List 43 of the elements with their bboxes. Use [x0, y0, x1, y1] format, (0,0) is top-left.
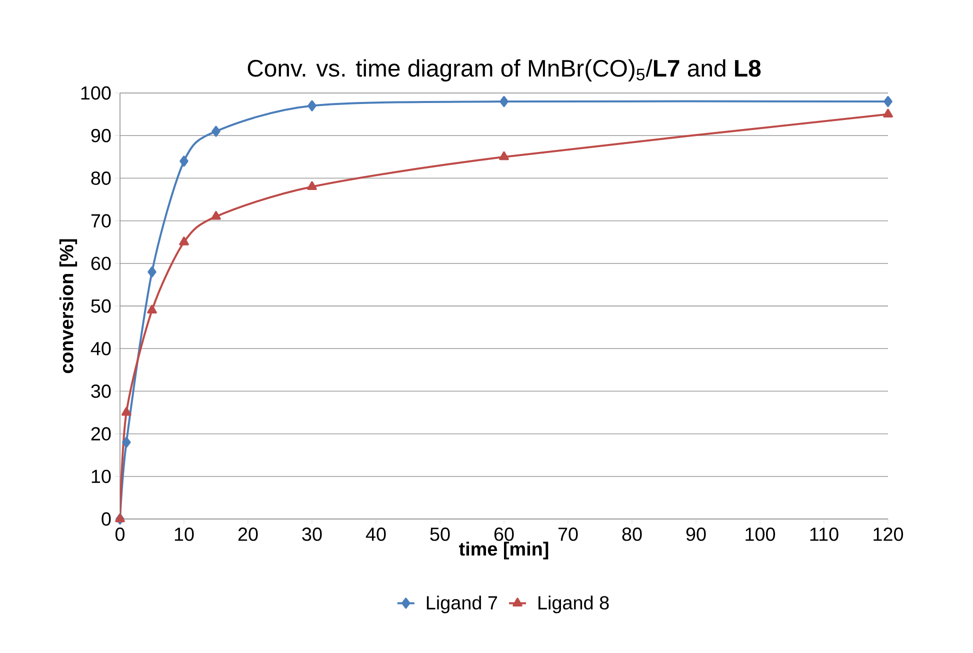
x-tick-label: 120: [874, 528, 904, 541]
x-tick-label: 100: [746, 528, 776, 541]
point: [180, 156, 188, 167]
x-tick-label: 50: [430, 528, 450, 541]
y-tick-label: 40: [90, 342, 111, 356]
y-tick-label: 100: [81, 86, 111, 100]
x-tick-label: 40: [366, 528, 386, 541]
point: [883, 108, 893, 118]
point: [179, 236, 189, 246]
chart-title: Conv. vs. time diagram of MnBr(CO)$_{5}$/L7 and L8: [248, 59, 761, 82]
x-tick-label: 60: [494, 528, 514, 541]
y-tick-label: 0: [102, 512, 111, 526]
y-tick-label: 60: [91, 256, 111, 270]
y-tick-label: 90: [91, 128, 111, 142]
x-tick-label: 80: [622, 528, 642, 541]
x-tick-label: 20: [238, 528, 258, 541]
point: [122, 407, 132, 416]
point: [500, 96, 508, 108]
point: [148, 266, 156, 278]
point: [308, 100, 316, 112]
point: [212, 126, 220, 137]
y-tick-label: 30: [91, 384, 111, 398]
x-tick-label: 30: [302, 528, 322, 541]
x-tick-label: 10: [174, 528, 194, 541]
y-tick-label: 50: [91, 299, 111, 313]
x-tick-label: 90: [686, 528, 706, 541]
y-tick-label: 20: [91, 427, 111, 441]
x-tick-label: 0: [115, 528, 125, 541]
x-tick-label: 70: [558, 528, 578, 541]
y-tick-label: 80: [91, 171, 111, 185]
legend-label: Ligand 7: [426, 596, 498, 614]
x-axis-title: time [min]: [459, 542, 548, 560]
point: [307, 181, 317, 190]
y-axis-title: conversion [%]: [59, 239, 78, 374]
x-tick-label: 110: [810, 528, 838, 541]
point: [211, 211, 221, 220]
point: [147, 304, 157, 314]
y-tick-label: 10: [92, 470, 111, 484]
point: [499, 151, 509, 160]
y-tick-label: 70: [91, 214, 111, 228]
legend-label: Ligand 8: [538, 596, 609, 614]
point: [884, 96, 892, 108]
point: [122, 436, 131, 448]
